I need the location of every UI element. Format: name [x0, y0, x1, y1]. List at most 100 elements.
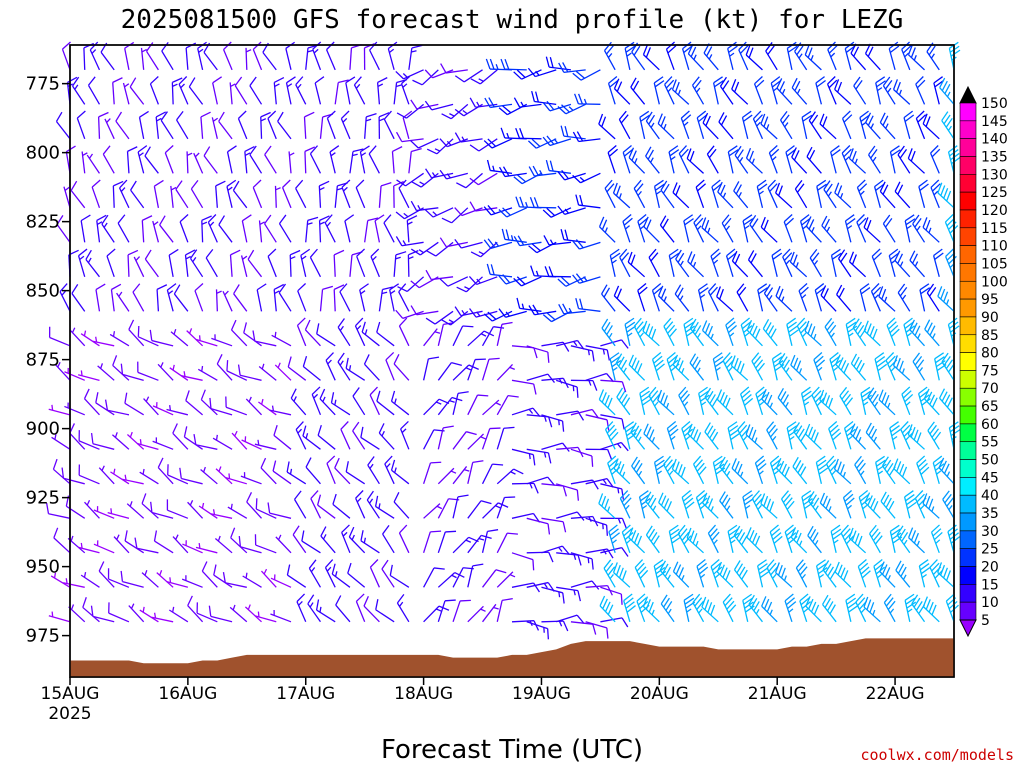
- wind-barb: [570, 621, 597, 635]
- wind-barb: [683, 593, 696, 622]
- wind-barb: [799, 214, 811, 243]
- wind-barb: [937, 562, 955, 588]
- wind-barb: [369, 41, 380, 71]
- wind-barb: [774, 562, 793, 588]
- wind-barb: [269, 405, 292, 416]
- wind-barb: [630, 77, 646, 105]
- wind-barb: [658, 492, 675, 519]
- wind-barb: [314, 76, 325, 105]
- wind-barb: [600, 339, 629, 349]
- wind-barb: [727, 145, 739, 174]
- wind-barb: [922, 596, 940, 623]
- wind-barb: [496, 598, 513, 622]
- wind-barb: [806, 146, 822, 174]
- colorbar-tick-label: 120: [981, 203, 1008, 219]
- wind-barb: [833, 458, 852, 485]
- wind-barb: [270, 609, 292, 623]
- wind-barb: [805, 216, 822, 243]
- wind-barb: [697, 283, 709, 312]
- wind-barb: [132, 283, 145, 312]
- wind-barb: [745, 44, 763, 71]
- wind-barb: [807, 491, 822, 519]
- wind-barb: [613, 285, 631, 312]
- colorbar-segment: [959, 316, 977, 336]
- colorbar-segment: [959, 334, 977, 353]
- wind-barb: [245, 396, 263, 416]
- wind-barb: [819, 492, 837, 519]
- wind-barb: [527, 67, 557, 78]
- wind-barb: [663, 317, 677, 347]
- wind-barb: [668, 145, 680, 174]
- wind-barb: [393, 492, 410, 519]
- wind-barb: [331, 563, 351, 588]
- wind-barb: [496, 394, 519, 416]
- wind-barb: [296, 317, 307, 347]
- wind-barb: [116, 291, 130, 312]
- plot-frame-outline: [69, 44, 955, 678]
- wind-barb: [598, 389, 616, 416]
- wind-barb: [575, 298, 601, 312]
- wind-barb: [151, 612, 174, 623]
- wind-barb: [64, 402, 85, 416]
- wind-barb: [857, 558, 871, 588]
- wind-barb: [215, 466, 233, 485]
- wind-barb: [716, 286, 734, 312]
- wind-barb: [558, 303, 586, 315]
- wind-barb: [395, 309, 424, 320]
- wind-barb: [834, 561, 852, 588]
- wind-barb: [226, 145, 237, 174]
- wind-barb: [254, 611, 277, 623]
- colorbar-tick-label: 45: [981, 470, 999, 486]
- wind-barb: [258, 363, 277, 381]
- wind-barb: [454, 306, 483, 317]
- wind-barb: [783, 213, 795, 243]
- wind-barb: [383, 214, 395, 243]
- wind-barb: [639, 110, 651, 139]
- y-tick-label: 975: [26, 626, 60, 647]
- wind-barb: [710, 248, 721, 278]
- wind-barb: [892, 355, 911, 381]
- y-tick-label: 900: [26, 419, 60, 440]
- wind-barb: [816, 179, 827, 208]
- wind-barb: [738, 41, 749, 71]
- wind-barb: [72, 76, 86, 105]
- wind-barb: [456, 172, 483, 189]
- wind-barb: [858, 490, 871, 519]
- wind-barb: [544, 266, 571, 278]
- wind-barb: [222, 41, 233, 71]
- wind-barb: [863, 596, 881, 623]
- wind-barb: [907, 527, 925, 554]
- wind-barb: [389, 283, 400, 312]
- wind-barb: [225, 473, 247, 485]
- wind-barb: [78, 370, 100, 381]
- wind-barb: [146, 42, 159, 71]
- wind-barb: [901, 386, 914, 416]
- y-tick-label: 850: [26, 281, 60, 302]
- wind-barb: [137, 326, 159, 347]
- colorbar-segment: [959, 494, 977, 514]
- wind-barb: [437, 467, 457, 485]
- wind-barb: [271, 331, 292, 347]
- wind-barb: [378, 423, 395, 450]
- colorbar-segment: [959, 441, 977, 460]
- wind-barb: [160, 111, 174, 140]
- wind-barb: [645, 111, 660, 140]
- wind-barb: [604, 179, 616, 209]
- wind-barb: [364, 217, 379, 243]
- wind-barb: [172, 423, 189, 450]
- credit-link[interactable]: coolwx.com/models: [860, 746, 1014, 764]
- wind-barb: [496, 426, 515, 450]
- wind-barb: [482, 569, 507, 588]
- wind-barb: [805, 596, 822, 623]
- wind-barb: [909, 250, 926, 278]
- wind-barb: [130, 180, 145, 209]
- wind-barb: [645, 525, 660, 554]
- wind-barb: [341, 179, 351, 209]
- wind-barb: [882, 214, 896, 243]
- wind-barb: [865, 422, 881, 450]
- colorbar-tick-label: 15: [981, 577, 999, 593]
- wind-barb: [390, 390, 410, 416]
- wind-barb: [600, 441, 629, 452]
- wind-barb: [765, 42, 778, 71]
- wind-barb: [903, 490, 917, 519]
